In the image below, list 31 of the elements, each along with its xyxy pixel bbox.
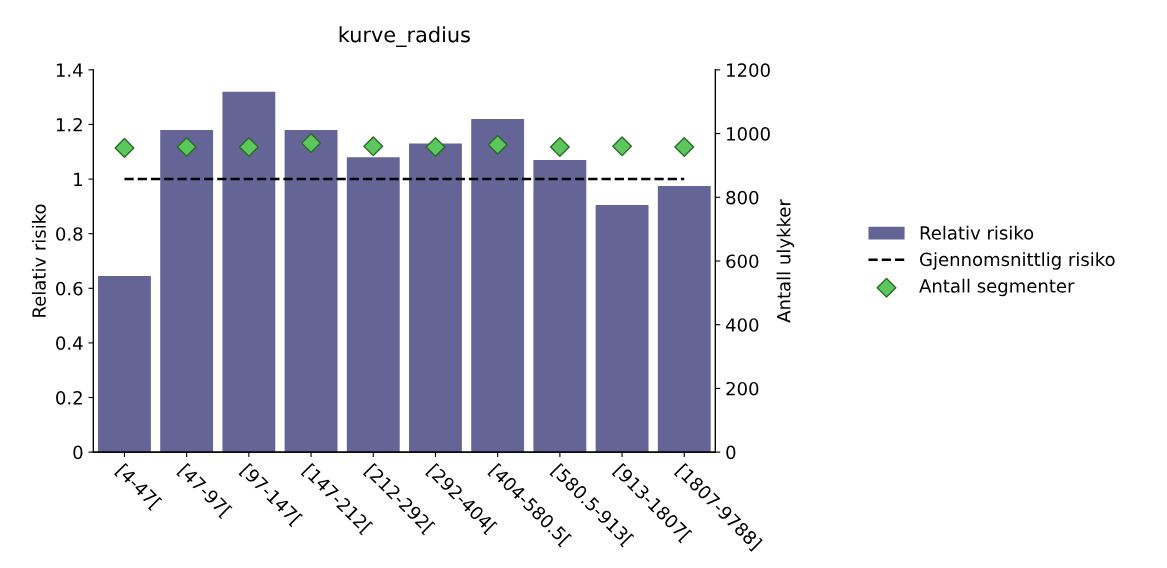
y2-tick-label: 200	[726, 381, 759, 396]
bar	[657, 185, 711, 453]
y-tick-label: 0.4	[56, 336, 83, 351]
y2-tick-label: 1200	[727, 63, 770, 77]
y-tick-label: 1.4	[56, 63, 83, 77]
y-tick-label: 1	[74, 172, 82, 186]
bar	[222, 91, 276, 453]
legend-label: Antall segmenter	[919, 278, 1075, 297]
y-axis-title: Relativ risiko	[31, 204, 46, 317]
y-tick-label: 0.2	[56, 390, 82, 405]
y2-axis-title: Antall ulykker	[776, 199, 795, 323]
legend-label: Gjennomsnittlig risiko	[920, 252, 1115, 270]
bar	[533, 159, 587, 453]
bar	[284, 129, 338, 453]
bar	[160, 129, 214, 453]
y2-tick-label: 600	[726, 254, 759, 269]
y-tick-label: 0.8	[56, 227, 83, 241]
y2-tick-label: 400	[725, 318, 759, 332]
bar	[471, 119, 525, 453]
bar	[346, 157, 400, 453]
bar	[98, 276, 151, 453]
y-tick-label: 1.2	[56, 117, 82, 132]
y-tick-label: 0	[73, 445, 83, 460]
legend-label: Relativ risiko	[920, 225, 1034, 240]
y2-tick-label: 0	[726, 445, 736, 460]
y-tick-label: 0.6	[56, 281, 83, 296]
bar	[409, 143, 462, 453]
bar	[595, 205, 649, 453]
chart-title: kurve_radius	[339, 26, 470, 47]
y2-tick-label: 800	[726, 190, 759, 205]
y2-tick-label: 1000	[727, 127, 770, 141]
